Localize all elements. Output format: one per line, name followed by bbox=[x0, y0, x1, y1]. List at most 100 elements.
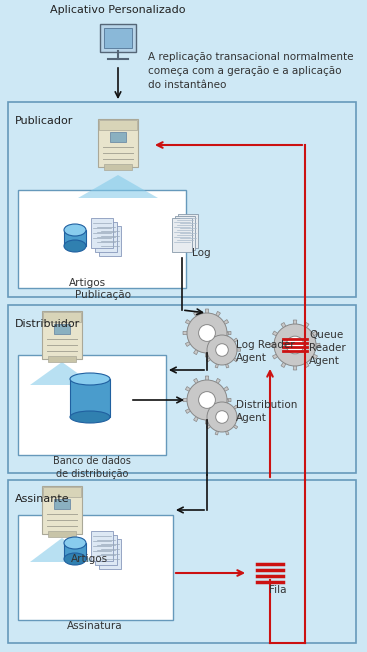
Bar bbox=[95, 535, 117, 565]
Wedge shape bbox=[203, 349, 222, 351]
Bar bbox=[91, 531, 113, 561]
Circle shape bbox=[207, 402, 237, 432]
Wedge shape bbox=[222, 405, 238, 417]
Bar bbox=[18, 515, 173, 620]
Wedge shape bbox=[281, 345, 295, 368]
Wedge shape bbox=[295, 343, 320, 347]
Text: Fila: Fila bbox=[269, 585, 287, 595]
Wedge shape bbox=[295, 345, 317, 359]
Text: Queue
Reader
Agent: Queue Reader Agent bbox=[309, 330, 346, 366]
Circle shape bbox=[199, 325, 215, 342]
Wedge shape bbox=[207, 331, 231, 334]
Text: Publicador: Publicador bbox=[15, 116, 73, 126]
Bar bbox=[0, 0, 367, 102]
Text: Log: Log bbox=[192, 248, 211, 258]
Wedge shape bbox=[222, 350, 229, 368]
Text: Assinatura: Assinatura bbox=[67, 621, 123, 631]
Wedge shape bbox=[193, 312, 207, 333]
Bar bbox=[172, 218, 192, 252]
Text: Aplicativo Personalizado: Aplicativo Personalizado bbox=[50, 5, 186, 15]
Bar bbox=[48, 531, 76, 537]
Circle shape bbox=[274, 324, 316, 366]
FancyBboxPatch shape bbox=[100, 24, 136, 52]
Text: Artigos: Artigos bbox=[68, 278, 106, 288]
Wedge shape bbox=[215, 350, 222, 368]
Polygon shape bbox=[30, 538, 94, 562]
Wedge shape bbox=[215, 417, 222, 435]
Wedge shape bbox=[193, 378, 207, 400]
Bar bbox=[99, 120, 137, 130]
Wedge shape bbox=[222, 416, 240, 419]
Bar bbox=[18, 355, 166, 455]
Wedge shape bbox=[205, 333, 209, 357]
Text: Artigos: Artigos bbox=[70, 554, 108, 564]
Wedge shape bbox=[273, 345, 295, 359]
Text: Publicação: Publicação bbox=[75, 290, 131, 300]
Wedge shape bbox=[207, 378, 221, 400]
Bar bbox=[110, 132, 126, 142]
Wedge shape bbox=[215, 332, 222, 350]
Circle shape bbox=[187, 313, 227, 353]
Wedge shape bbox=[295, 323, 309, 345]
Wedge shape bbox=[207, 398, 231, 402]
Circle shape bbox=[286, 336, 304, 354]
Wedge shape bbox=[206, 417, 222, 429]
Bar bbox=[178, 214, 198, 248]
Bar bbox=[43, 312, 81, 322]
Bar bbox=[48, 356, 76, 362]
Text: Distribution
Agent: Distribution Agent bbox=[236, 400, 297, 423]
Wedge shape bbox=[185, 319, 207, 333]
Wedge shape bbox=[206, 338, 222, 350]
Bar bbox=[54, 499, 70, 509]
Wedge shape bbox=[222, 350, 238, 362]
Wedge shape bbox=[207, 400, 229, 413]
Circle shape bbox=[199, 392, 215, 408]
Wedge shape bbox=[295, 331, 317, 345]
Wedge shape bbox=[222, 417, 229, 435]
Wedge shape bbox=[207, 387, 229, 400]
Wedge shape bbox=[222, 349, 240, 351]
Polygon shape bbox=[78, 175, 158, 198]
Bar bbox=[99, 539, 121, 569]
Wedge shape bbox=[222, 399, 229, 417]
Wedge shape bbox=[295, 345, 309, 368]
Bar bbox=[95, 222, 117, 252]
Bar bbox=[99, 226, 121, 256]
Wedge shape bbox=[185, 333, 207, 346]
Text: A replicação transacional normalmente
começa com a geração e a aplicação
do inst: A replicação transacional normalmente co… bbox=[148, 52, 353, 90]
Wedge shape bbox=[207, 333, 221, 355]
Wedge shape bbox=[203, 416, 222, 419]
Wedge shape bbox=[293, 345, 297, 370]
Wedge shape bbox=[207, 319, 229, 333]
Bar bbox=[70, 379, 110, 417]
Bar bbox=[104, 28, 132, 48]
FancyBboxPatch shape bbox=[98, 119, 138, 167]
Wedge shape bbox=[193, 400, 207, 422]
Text: Assinante: Assinante bbox=[15, 494, 70, 504]
Wedge shape bbox=[270, 343, 295, 347]
Wedge shape bbox=[222, 417, 238, 429]
Wedge shape bbox=[206, 405, 222, 417]
Bar bbox=[175, 216, 195, 250]
Ellipse shape bbox=[64, 224, 86, 236]
Wedge shape bbox=[215, 399, 222, 417]
Bar bbox=[104, 164, 132, 170]
Wedge shape bbox=[205, 400, 209, 424]
Wedge shape bbox=[207, 333, 229, 346]
FancyBboxPatch shape bbox=[42, 486, 82, 534]
Wedge shape bbox=[183, 398, 207, 402]
Wedge shape bbox=[183, 331, 207, 334]
Wedge shape bbox=[205, 309, 209, 333]
Bar bbox=[18, 190, 186, 288]
Wedge shape bbox=[205, 376, 209, 400]
Wedge shape bbox=[273, 331, 295, 345]
Bar bbox=[64, 230, 86, 246]
Ellipse shape bbox=[64, 553, 86, 565]
Wedge shape bbox=[206, 350, 222, 362]
FancyBboxPatch shape bbox=[42, 311, 82, 359]
Bar bbox=[43, 487, 81, 497]
Text: Banco de dados
de distribuição: Banco de dados de distribuição bbox=[53, 456, 131, 479]
Bar bbox=[91, 218, 113, 248]
Wedge shape bbox=[207, 312, 221, 333]
Text: Distribuidor: Distribuidor bbox=[15, 319, 80, 329]
